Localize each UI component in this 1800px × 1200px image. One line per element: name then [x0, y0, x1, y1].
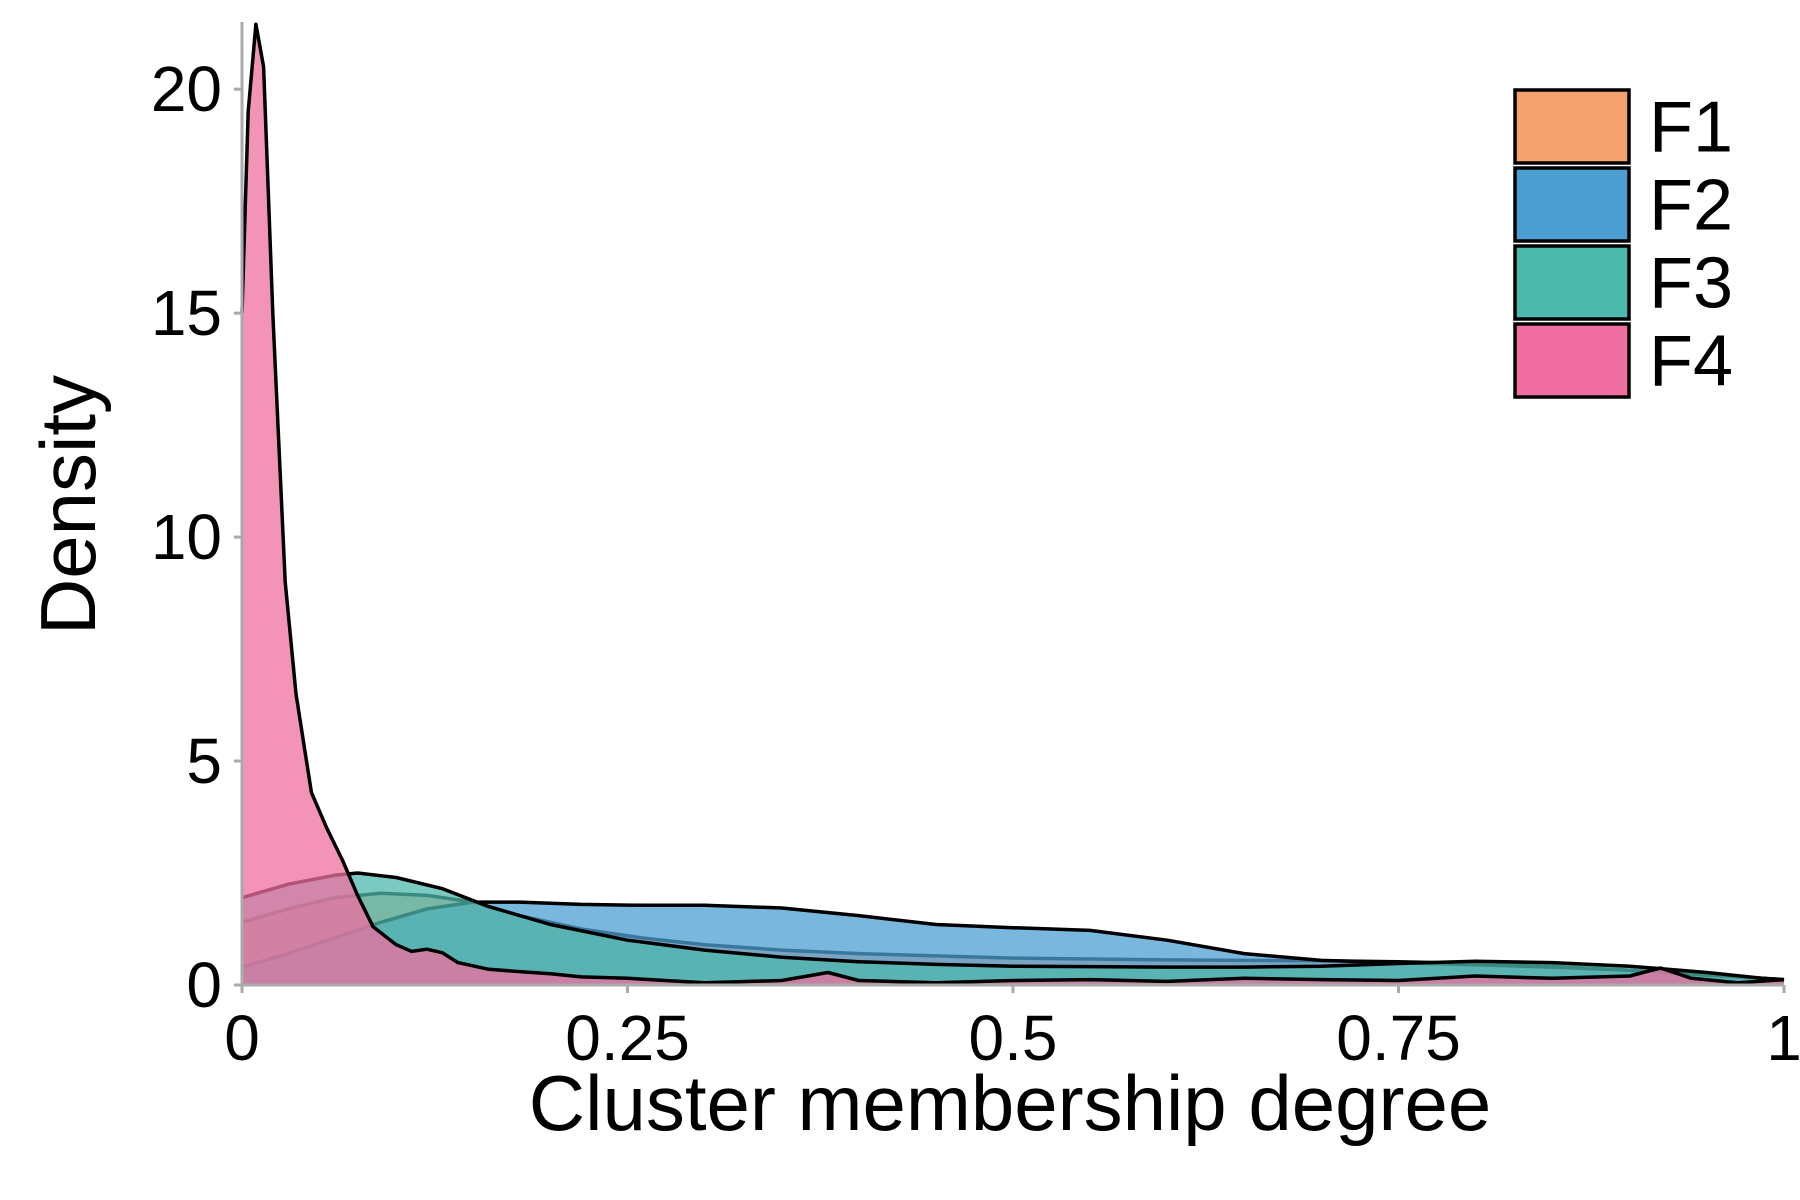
y-axis-title: Density: [24, 375, 112, 635]
legend-swatch-f4: [1513, 322, 1631, 399]
legend-label-f4: F4: [1649, 322, 1733, 402]
density-line-f4: [240, 22, 1785, 985]
plot-area: [240, 22, 1785, 985]
y-tick-label: 5: [186, 725, 222, 797]
legend-swatch-f3: [1513, 244, 1631, 321]
legend-swatch-f2: [1513, 166, 1631, 243]
y-tick-label: 15: [151, 277, 222, 349]
x-axis-title: Cluster membership degree: [529, 1059, 1491, 1147]
x-tick-label: 0.25: [565, 1002, 690, 1074]
x-tick-label: 0: [224, 1002, 260, 1074]
y-tick-label: 10: [151, 501, 222, 573]
density-line-f3: [241, 871, 1785, 983]
y-tick-label: 0: [186, 949, 222, 1021]
legend-swatch-f1: [1513, 88, 1631, 165]
density-area-f3: [242, 873, 1784, 985]
x-tick-label: 0.75: [1336, 1002, 1461, 1074]
y-tick-label: 20: [151, 53, 222, 125]
legend-label-f1: F1: [1649, 88, 1733, 168]
x-tick-label: 0.5: [969, 1002, 1058, 1074]
legend-label-f2: F2: [1649, 166, 1733, 246]
x-tick-label: 1: [1766, 1002, 1800, 1074]
legend-label-f3: F3: [1649, 244, 1733, 324]
